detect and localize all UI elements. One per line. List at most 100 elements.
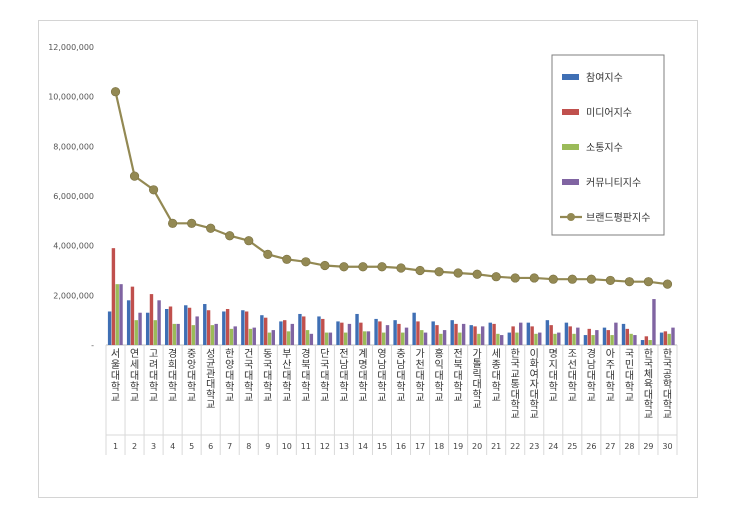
bar-2	[473, 326, 477, 345]
bar-4	[138, 312, 142, 345]
bar-2	[187, 307, 192, 345]
bar-4	[347, 323, 352, 345]
bar-2	[302, 316, 306, 345]
bar-2	[378, 321, 382, 345]
bar-3	[420, 330, 424, 345]
brand-index-point	[453, 268, 463, 278]
bar-1	[526, 322, 531, 345]
x-rank-label: 10	[282, 442, 292, 451]
brand-index-point	[624, 277, 635, 287]
bar-4	[385, 325, 390, 345]
bar-1	[393, 320, 397, 345]
bar-2	[263, 317, 268, 345]
brand-index-point	[168, 218, 178, 228]
bar-4	[214, 323, 218, 345]
bar-3	[439, 333, 443, 345]
chart-frame: - 2,000,000 4,000,000 6,000,000 8,000,000 10,…	[38, 20, 698, 498]
bar-4	[328, 332, 333, 345]
bar-3	[134, 320, 138, 345]
brand-index-point	[643, 277, 654, 287]
bar-3	[324, 332, 329, 345]
bar-1	[203, 304, 207, 345]
bar-2	[511, 326, 515, 345]
bar-1	[184, 305, 188, 345]
bar-1	[412, 312, 416, 345]
bar-4	[119, 284, 123, 345]
brand-index-point	[110, 87, 121, 97]
bar-3	[572, 333, 576, 345]
x-rank-label: 11	[301, 442, 311, 451]
bar-4	[652, 299, 656, 345]
bar-3	[534, 333, 538, 345]
bar-2	[492, 323, 496, 345]
bar-3	[515, 332, 519, 345]
y-tick-label: 10,000,000	[48, 93, 94, 102]
brand-index-point	[662, 279, 673, 289]
x-rank-label: 26	[586, 442, 596, 451]
brand-index-point	[548, 274, 558, 284]
bar-4	[576, 327, 580, 345]
x-rank-label: 2	[132, 442, 137, 451]
bar-2	[206, 310, 211, 345]
x-rank-label: 9	[265, 442, 270, 451]
bar-4	[614, 322, 618, 345]
brand-index-point	[415, 265, 425, 276]
bar-2	[454, 323, 458, 345]
bar-4	[195, 316, 199, 345]
legend-label: 미디어지수	[586, 107, 632, 119]
bar-1	[336, 321, 340, 345]
bar-3	[629, 333, 633, 345]
bar-1	[279, 321, 283, 345]
bar-1	[241, 310, 245, 345]
x-rank-label: 24	[548, 442, 558, 451]
bar-4	[499, 335, 504, 345]
bar-2	[149, 294, 154, 345]
bar-3	[610, 335, 614, 345]
y-tick-label: 6,000,000	[53, 192, 94, 201]
bar-4	[157, 300, 161, 345]
brand-index-point	[282, 254, 292, 264]
brand-index-point	[567, 274, 577, 284]
bar-4	[252, 327, 256, 345]
bar-3	[648, 340, 652, 345]
bar-1	[488, 322, 492, 345]
bar-2	[225, 308, 230, 345]
bar-3	[153, 320, 157, 345]
brand-index-point	[396, 263, 406, 273]
x-rank-label: 19	[453, 442, 463, 451]
x-rank-label: 21	[491, 442, 501, 451]
bar-4	[366, 331, 371, 345]
bar-3	[172, 323, 177, 345]
x-rank-label: 6	[208, 442, 213, 451]
bar-4	[271, 330, 275, 345]
x-rank-label: 23	[529, 442, 539, 451]
legend-swatch	[562, 109, 579, 115]
x-rank-label: 5	[189, 442, 194, 451]
x-rank-label: 30	[662, 442, 672, 451]
legend-label: 참여지수	[586, 72, 623, 84]
x-rank-label: 7	[227, 442, 232, 451]
x-rank-label: 1	[113, 442, 118, 451]
brand-index-point	[377, 262, 387, 272]
legend-label: 소통지수	[586, 142, 623, 154]
label-layer: 서 울 대 학 교 연 세 대 학 교 고 려 대 학 교 경 희 대 학 교 중 앙 대 학 교 성 균 관 대 학 교 한 양 대 학 교 건 국 대 학…	[111, 347, 673, 451]
bar-1	[317, 316, 321, 345]
bar-4	[309, 333, 314, 345]
brand-index-point	[605, 275, 615, 286]
